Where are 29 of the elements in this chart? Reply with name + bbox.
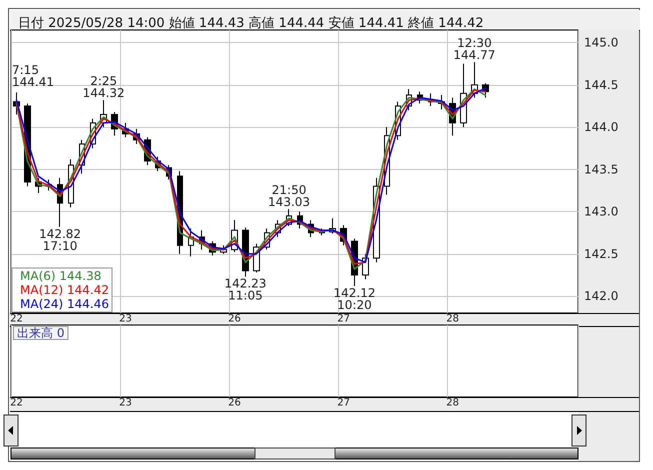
annotation: 12:30 144.77 (453, 36, 496, 62)
annotation: 21:50 143.03 (268, 183, 310, 210)
y-tick-label: 144.5 (584, 78, 618, 92)
x-tick-label: 23 (119, 314, 132, 324)
category-label: 27 (337, 398, 350, 408)
y-tick-label: 142.5 (584, 246, 618, 261)
category-label: 28 (446, 398, 459, 408)
y-tick-label: 144.0 (584, 120, 618, 134)
y-tick-label: 145.0 (584, 36, 618, 50)
y-tick-label: 142.0 (584, 289, 618, 304)
y-tick-label: 143.5 (584, 162, 618, 176)
annotation: 142.82 17:10 (39, 226, 82, 253)
annotation: 142.12 10:20 (333, 286, 376, 312)
text: MA(24) 144.46 (20, 297, 109, 311)
category-label: 22 (10, 398, 23, 408)
annotation: 142.23 11:05 (224, 276, 266, 303)
text: MA(12) 144.42 (20, 283, 109, 297)
y-tick-label: 143.0 (584, 204, 618, 219)
x-tick-label: 26 (228, 314, 241, 324)
x-tick-label: 28 (446, 314, 459, 324)
text: MA(6) 144.38 (20, 269, 102, 283)
annotation: 2:25 144.32 (82, 74, 125, 100)
chart-title: 日付 2025/05/28 14:00 始値 144.43 高値 144.44 安値 144.41 終値 144.42 (18, 15, 484, 31)
x-tick-label: 22 (10, 314, 23, 324)
annotation: 7:15 144.41 (12, 63, 54, 89)
x-tick-label: 27 (337, 314, 350, 324)
category-label: 23 (119, 398, 132, 408)
category-label: 26 (228, 398, 241, 408)
text: 出来高 0 (17, 326, 64, 340)
